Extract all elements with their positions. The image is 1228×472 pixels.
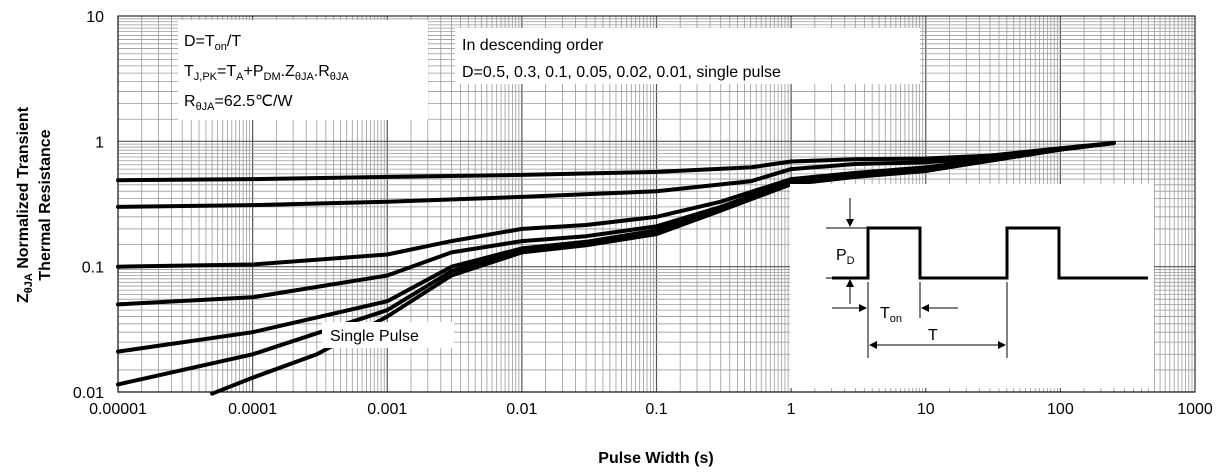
ton-label: Ton [880,305,902,325]
formula-line-3: RθJA=62.5℃/W [184,93,293,113]
y-tick-label: 0.01 [73,385,104,402]
y-tick-label: 0.1 [82,260,104,277]
y-axis-title-line-1: ZθJA Normalized Transient [15,106,35,303]
pd-label: PD [836,247,855,267]
order-box [455,28,920,84]
pulse-waveform [832,226,1148,280]
x-tick-label: 0.00001 [89,401,147,418]
inset-background [790,184,1154,388]
x-tick-label: 0.01 [506,401,537,418]
x-tick-label: 0.1 [645,401,667,418]
x-tick-label: 1000 [1177,401,1213,418]
x-tick-label: 0.0001 [228,401,277,418]
formula-line-1: D=Ton/T [184,33,241,53]
single-pulse-label: Single Pulse [330,328,419,345]
formula-box [178,20,428,120]
y-axis-title: ZθJA Normalized Transient Thermal Resist… [15,106,54,303]
x-tick-label: 1 [787,401,796,418]
t-label: T [928,327,938,344]
single-pulse-label-bg [322,322,454,348]
x-tick-label: 10 [917,401,935,418]
pulse-waveform-inset: PD Ton T [790,184,1154,388]
annotations: D=Ton/T TJ,PK=TA+PDM.ZθJA.RθJA RθJA=62.5… [178,20,920,348]
x-axis-title: Pulse Width (s) [598,450,713,467]
x-tick-label: 100 [1047,401,1074,418]
x-tick-label: 0.001 [367,401,407,418]
y-axis-title-line-2: Thermal Resistance [37,129,54,280]
order-line-1: In descending order [462,37,604,54]
formula-line-2: TJ,PK=TA+PDM.ZθJA.RθJA [184,63,349,83]
tick-labels: 0.00001 0.0001 0.001 0.01 0.1 1 10 100 1000 0.01 0… [73,9,1213,418]
plot-frame [117,15,1196,393]
order-line-2: D=0.5, 0.3, 0.1, 0.05, 0.02, 0.01, singl… [462,64,781,81]
y-tick-label: 10 [86,9,104,26]
series-lines [116,141,1116,396]
y-tick-label: 1 [95,134,104,151]
